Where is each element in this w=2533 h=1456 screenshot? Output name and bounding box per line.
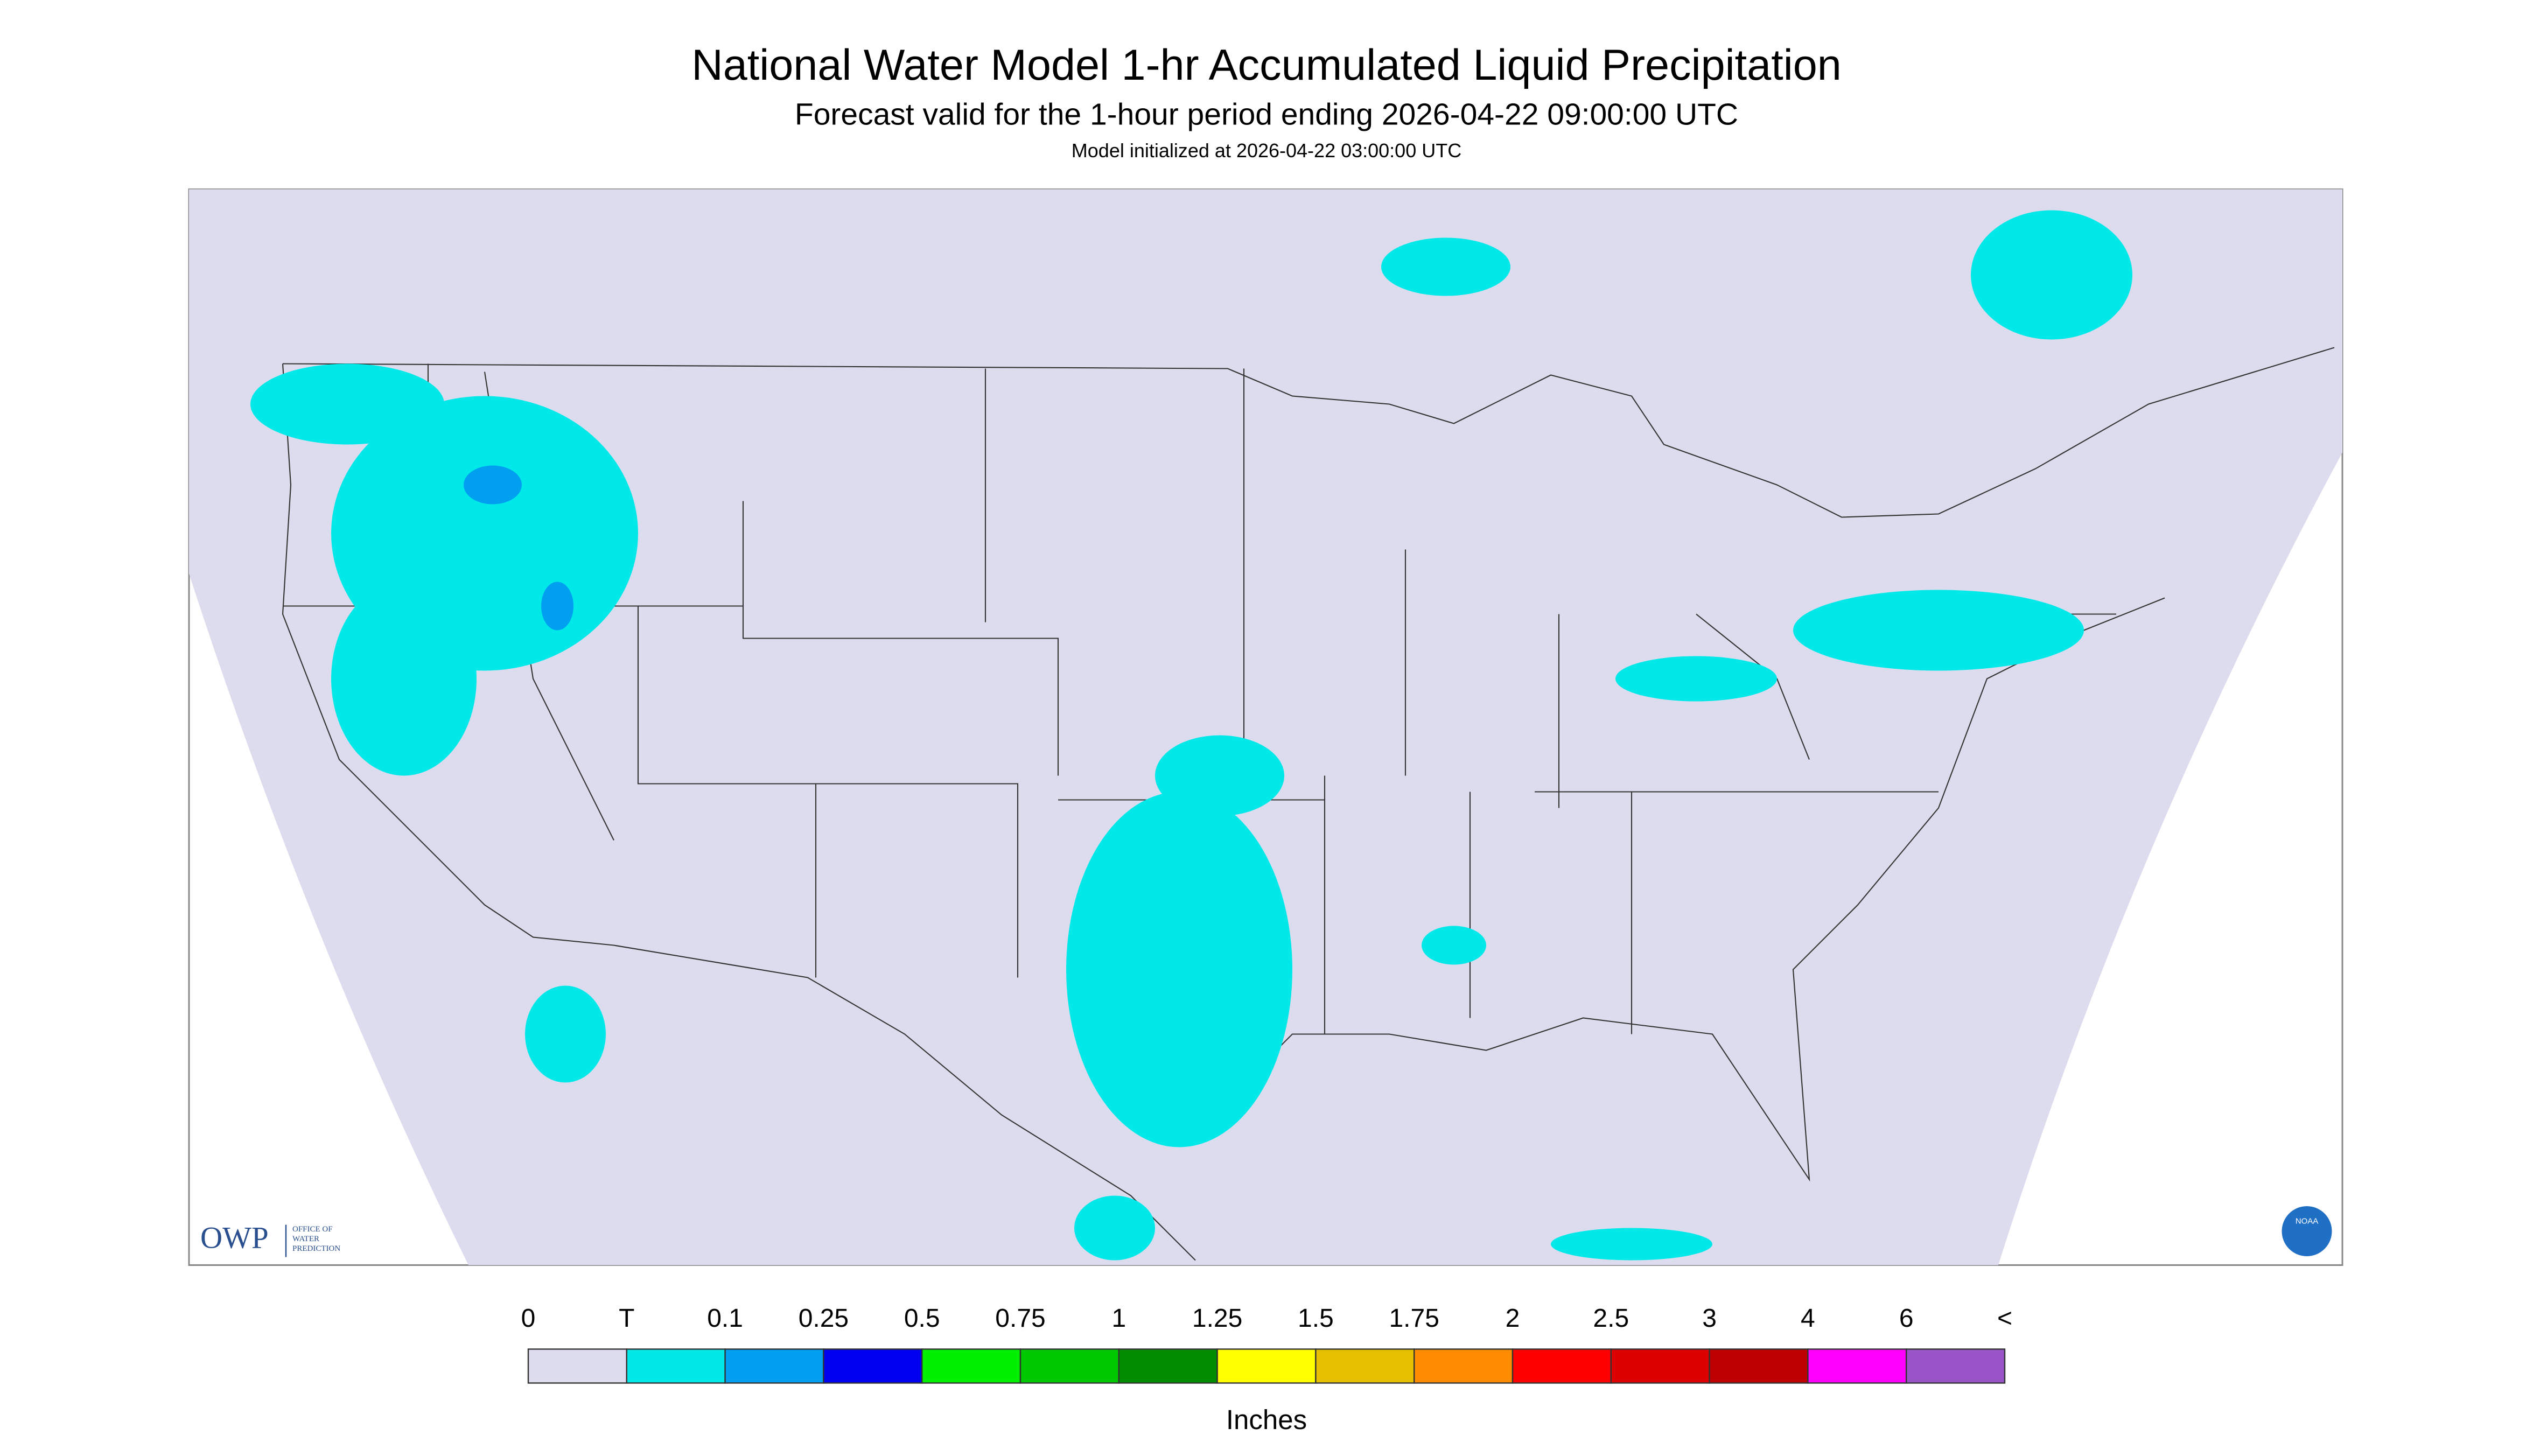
legend-swatch bbox=[527, 1348, 628, 1384]
legend-label: < bbox=[1997, 1304, 2012, 1333]
legend-label: 6 bbox=[1899, 1304, 1914, 1333]
legend-label: 4 bbox=[1801, 1304, 1815, 1333]
legend-swatch bbox=[724, 1348, 824, 1384]
legend-label: 1 bbox=[1111, 1304, 1126, 1333]
legend-swatch bbox=[1512, 1348, 1612, 1384]
precip-heavier bbox=[464, 465, 573, 631]
legend-label: 0 bbox=[521, 1304, 536, 1333]
title: National Water Model 1-hr Accumulated Li… bbox=[691, 41, 1842, 89]
legend-swatch bbox=[1414, 1348, 1514, 1384]
noaa-logo: NOAA bbox=[2280, 1205, 2334, 1258]
noaa-text: NOAA bbox=[2296, 1216, 2319, 1226]
legend-label: 2 bbox=[1506, 1304, 1520, 1333]
legend-swatch bbox=[1315, 1348, 1415, 1384]
subtitle: Forecast valid for the 1-hour period end… bbox=[795, 97, 1738, 132]
legend-swatch bbox=[626, 1348, 726, 1384]
legend-label: 1.25 bbox=[1192, 1304, 1242, 1333]
legend-swatch bbox=[1905, 1348, 2006, 1384]
legend-unit: Inches bbox=[1226, 1404, 1307, 1435]
legend-label: 0.25 bbox=[799, 1304, 849, 1333]
legend-swatch bbox=[823, 1348, 923, 1384]
office-line: OFFICE OF bbox=[292, 1225, 333, 1234]
legend-label: T bbox=[619, 1304, 634, 1333]
office-line: PREDICTION bbox=[292, 1244, 340, 1253]
legend-swatch bbox=[1610, 1348, 1710, 1384]
legend-label: 0.1 bbox=[707, 1304, 743, 1333]
legend: Inches 0 T 0.1 0.25 0.5 0.75 1 1.25 1.5 1.75 2 2.5 3… bbox=[521, 1304, 2012, 1435]
legend-swatch bbox=[1709, 1348, 1809, 1384]
legend-label: 3 bbox=[1702, 1304, 1717, 1333]
map: OWP OFFICE OF WATER PREDICTION NOAA bbox=[188, 188, 2343, 1266]
legend-swatch bbox=[921, 1348, 1021, 1384]
legend-label: 0.5 bbox=[904, 1304, 940, 1333]
legend-label: 1.5 bbox=[1298, 1304, 1334, 1333]
legend-swatch bbox=[1807, 1348, 1907, 1384]
legend-swatch bbox=[1118, 1348, 1218, 1384]
init-time: Model initialized at 2026-04-22 03:00:00… bbox=[1072, 139, 1461, 162]
legend-swatch bbox=[1216, 1348, 1317, 1384]
model-domain bbox=[189, 189, 2342, 1265]
legend-label: 1.75 bbox=[1389, 1304, 1439, 1333]
owp-text: OWP bbox=[200, 1221, 269, 1255]
legend-swatch bbox=[1019, 1348, 1120, 1384]
office-line: WATER bbox=[292, 1235, 319, 1243]
owp-logo: OWP OFFICE OF WATER PREDICTION bbox=[200, 1221, 340, 1257]
legend-label: 0.75 bbox=[995, 1304, 1045, 1333]
legend-label: 2.5 bbox=[1593, 1304, 1629, 1333]
